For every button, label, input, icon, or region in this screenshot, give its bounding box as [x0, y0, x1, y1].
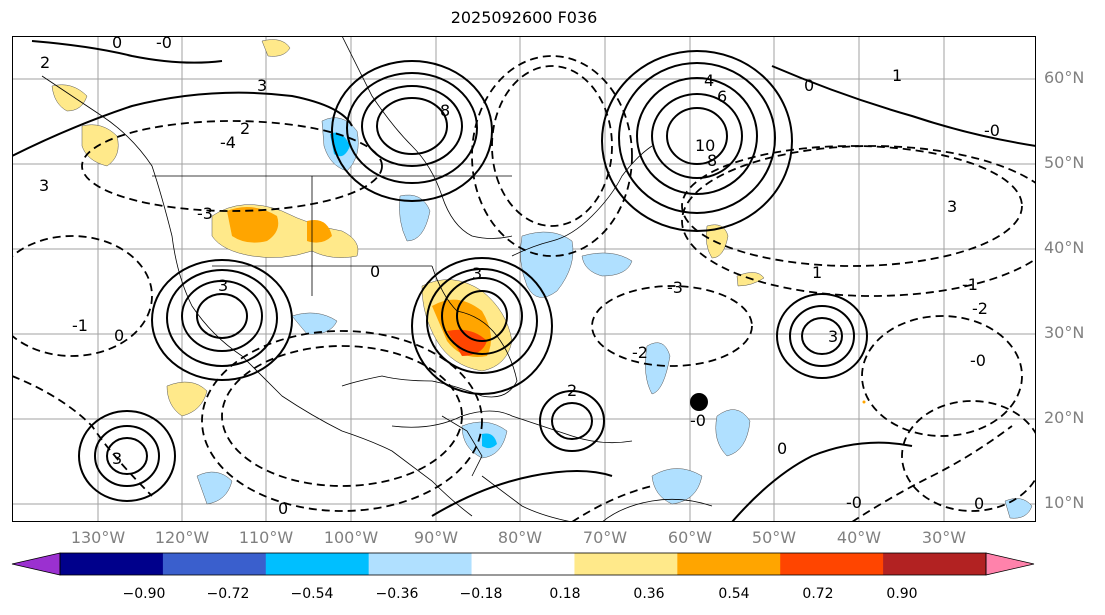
- contour-label: -2: [972, 299, 988, 318]
- colorbar-segment: [780, 553, 884, 575]
- contour-label: 0: [370, 262, 380, 281]
- contour-label: 0: [114, 326, 124, 345]
- contour-label: 3: [112, 449, 122, 468]
- contour-label: 6: [717, 87, 727, 106]
- lon-label-130w: 130°W: [70, 528, 126, 547]
- colorbar-tick: −0.18: [459, 586, 503, 602]
- colorbar-segment: [162, 553, 267, 575]
- colorbar-segment: [677, 553, 781, 575]
- contour-label: -1: [962, 275, 978, 294]
- lon-label-50w: 50°W: [751, 528, 797, 547]
- coastlines: [41, 36, 713, 522]
- contour-label: -3: [667, 278, 683, 297]
- lat-label-40n: 40°N: [1044, 238, 1085, 257]
- contour-label: 0: [777, 439, 787, 458]
- contour-labels: 0 -0 2 3 2 -4 3 -3 -1 0 3 0 3 8 -3 3 -1 …: [39, 36, 1000, 518]
- contour-label: 0: [974, 494, 984, 513]
- lat-label-20n: 20°N: [1044, 408, 1085, 427]
- colorbar: [11, 552, 1035, 576]
- contour-label: 3: [472, 264, 482, 283]
- colorbar-tick: −0.72: [206, 586, 250, 602]
- contour-label: 3: [828, 327, 838, 346]
- colorbar-segment: [574, 553, 678, 575]
- weather-map: 0 -0 2 3 2 -4 3 -3 -1 0 3 0 3 8 -3 3 -1 …: [12, 36, 1036, 522]
- contour-label: -0: [984, 121, 1000, 140]
- storm-marker-icon: [690, 393, 708, 411]
- contour-label: -3: [197, 204, 213, 223]
- lon-label-80w: 80°W: [497, 528, 543, 547]
- contour-label: 2: [40, 53, 50, 72]
- map-gridlines: [12, 36, 1036, 522]
- colorbar-tick: 0.54: [718, 586, 750, 602]
- colorbar-tick: 0.90: [886, 586, 918, 602]
- colorbar-tick: −0.54: [290, 586, 334, 602]
- contour-label: 3: [947, 197, 957, 216]
- lon-label-100w: 100°W: [323, 528, 379, 547]
- lat-label-50n: 50°N: [1044, 153, 1085, 172]
- colorbar-tick: 0.36: [633, 586, 665, 602]
- storm-marker-small-icon: [862, 400, 866, 404]
- contour-label: -2: [632, 343, 648, 362]
- colorbar-tick: 0.18: [549, 586, 581, 602]
- colorbar-segment: [883, 553, 987, 575]
- contours-dashed: [12, 55, 1036, 522]
- colorbar-tick: −0.36: [375, 586, 419, 602]
- contour-label: -0: [690, 411, 706, 430]
- lat-label-10n: 10°N: [1044, 493, 1085, 512]
- lon-label-70w: 70°W: [582, 528, 628, 547]
- contour-label: 2: [240, 119, 250, 138]
- contour-label: 8: [440, 101, 450, 120]
- contour-label: 8: [707, 151, 717, 170]
- colorbar-tick: −0.90: [122, 586, 166, 602]
- contour-label: -0: [156, 36, 172, 52]
- lon-label-120w: 120°W: [154, 528, 210, 547]
- contour-label: 0: [804, 76, 814, 95]
- colorbar-segment: [368, 553, 473, 575]
- contour-label: 3: [39, 176, 49, 195]
- contour-label: 1: [892, 66, 902, 85]
- colorbar-segment: [60, 553, 164, 575]
- contour-label: -1: [72, 316, 88, 335]
- contour-label: 4: [704, 71, 714, 90]
- colorbar-left-arrow: [11, 552, 61, 576]
- lon-label-90w: 90°W: [413, 528, 459, 547]
- colorbar-right-arrow: [985, 552, 1035, 576]
- contour-label: 3: [218, 276, 228, 295]
- map-title: 2025092600 F036: [450, 8, 598, 27]
- lon-label-60w: 60°W: [667, 528, 713, 547]
- lat-label-60n: 60°N: [1044, 68, 1085, 87]
- colorbar-tick: 0.72: [802, 586, 834, 602]
- lon-label-110w: 110°W: [238, 528, 294, 547]
- contour-label: 0: [278, 499, 288, 518]
- contour-label: 0: [112, 36, 122, 52]
- contour-label: 2: [567, 381, 577, 400]
- colorbar-segment: [471, 553, 575, 575]
- contour-label: 3: [257, 76, 267, 95]
- lon-label-40w: 40°W: [836, 528, 882, 547]
- contour-label: -4: [220, 133, 236, 152]
- contour-label: -0: [846, 493, 862, 512]
- contour-label: -0: [970, 351, 986, 370]
- contours-solid: [12, 40, 1036, 522]
- lon-label-30w: 30°W: [921, 528, 967, 547]
- colorbar-segments: [60, 553, 987, 575]
- lat-label-30n: 30°N: [1044, 323, 1085, 342]
- contour-label: 10: [695, 136, 715, 155]
- contour-label: 1: [812, 263, 822, 282]
- colorbar-segment: [265, 553, 370, 575]
